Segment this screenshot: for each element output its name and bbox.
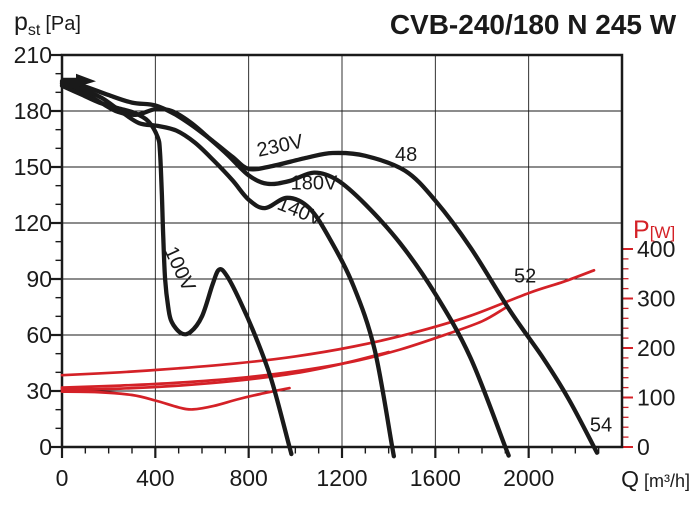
x-tick-label-1200: 1200 <box>316 465 367 491</box>
y-right-tick-label-300: 300 <box>637 286 675 312</box>
y-right-tick-label-200: 200 <box>637 335 675 361</box>
x-tick-label-1600: 1600 <box>410 465 461 491</box>
power-curve-100V-power <box>60 386 291 411</box>
y-left-title-unit: [Pa] <box>45 13 81 35</box>
x-tick-label-0: 0 <box>56 465 69 491</box>
pressure-curves <box>59 78 600 459</box>
y-right-tick-label-400: 400 <box>637 236 675 262</box>
y-left-tick-label-90: 90 <box>26 266 52 292</box>
plot-frame <box>60 53 624 449</box>
y-left-tick-label-60: 60 <box>26 322 52 348</box>
chart-title: CVB-240/180 N 245 W <box>390 9 677 40</box>
y-left-title-symbol: p <box>14 8 28 36</box>
y-right-tick-label-0: 0 <box>637 434 650 460</box>
y-left-tick-label-150: 150 <box>14 154 52 180</box>
tick-labels: 0 400 800 1200 1600 2000 0 30 60 90 120 150 180 210 0 1… <box>14 42 676 491</box>
y-right-title-unit: [W] <box>650 223 676 242</box>
power-curve-140V-power <box>60 350 391 391</box>
y-left-tick-label-0: 0 <box>39 434 52 460</box>
power-curves <box>60 268 596 411</box>
curve-start-marker <box>62 73 96 88</box>
pressure-curve-100V <box>59 83 294 457</box>
pressure-curve-140V <box>59 81 397 459</box>
curve-label-180V: 180V <box>291 172 338 194</box>
y-right-tick-label-100: 100 <box>637 385 675 411</box>
x-axis-title: Q [m³/h] <box>621 466 690 492</box>
x-tick-label-800: 800 <box>229 465 267 491</box>
y-left-axis-title: pst [Pa] <box>14 8 81 39</box>
noise-annotation-54: 54 <box>590 415 612 437</box>
y-right-title-symbol: P <box>633 216 650 244</box>
y-left-title-subscript: st <box>28 22 41 39</box>
noise-annotation-48: 48 <box>395 144 417 166</box>
y-left-tick-label-210: 210 <box>14 42 52 68</box>
y-left-tick-label-120: 120 <box>14 210 52 236</box>
noise-annotation-52: 52 <box>514 265 536 287</box>
y-left-tick-label-30: 30 <box>26 378 52 404</box>
y-left-tick-label-180: 180 <box>14 98 52 124</box>
x-title-unit: [m³/h] <box>644 471 690 491</box>
x-title-symbol: Q <box>621 466 639 492</box>
start-marker-arrowhead <box>76 73 96 88</box>
x-tick-label-400: 400 <box>136 465 174 491</box>
pressure-curve-230V <box>59 78 600 455</box>
x-tick-label-2000: 2000 <box>503 465 554 491</box>
power-curve-230V-power <box>60 268 596 377</box>
curve-label-140V: 140V <box>274 193 326 231</box>
y-right-axis-title: P[W] <box>633 216 675 244</box>
curve-label-230V: 230V <box>255 130 306 161</box>
